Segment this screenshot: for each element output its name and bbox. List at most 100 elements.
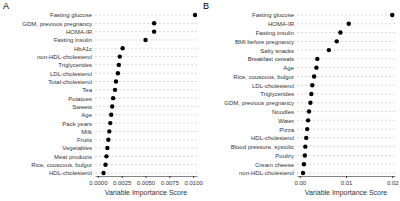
dot <box>103 162 107 166</box>
tick-label: Fasting glucose <box>252 12 295 18</box>
tick: Blood pressure, systolic <box>231 144 297 150</box>
dot <box>118 54 122 58</box>
tick-label: Rice, couscous, bulgur <box>233 74 294 80</box>
tick-label: Pack years <box>62 121 92 127</box>
grid-line <box>95 164 197 165</box>
grid-line <box>95 89 197 90</box>
tick: Potatoes <box>68 96 95 102</box>
tick: Triglycerides <box>260 91 297 97</box>
tick-label: 0.0025 <box>113 180 132 186</box>
dot <box>310 83 314 87</box>
dot <box>108 121 112 125</box>
grid-line <box>297 129 395 130</box>
tick: Rice, couscous, bulgur <box>31 162 95 168</box>
tick: Rice, couscous, bulgur <box>233 74 297 80</box>
tick-label: Pizza <box>279 127 294 133</box>
dot <box>315 57 319 61</box>
dot <box>116 71 120 75</box>
tick: Noodles <box>272 109 297 115</box>
tick-label: Tea <box>82 87 92 93</box>
tick: non-HDL-cholesterol <box>239 170 297 176</box>
tick: Fasting glucose <box>252 12 297 18</box>
dot <box>303 153 307 157</box>
tick: Vegetables <box>62 145 95 151</box>
tick: Fasting insulin <box>256 30 297 36</box>
tick: non-HDL-cholesterol <box>37 54 95 60</box>
y-axis: Fasting glucoseGDM, previous pregnancyHO… <box>22 12 95 176</box>
tick: GDM, previous pregnancy <box>224 100 297 106</box>
dot <box>117 63 121 67</box>
dot <box>152 29 156 33</box>
x-axis: 0.00000.00250.00500.00750.0100 <box>89 176 203 186</box>
dot <box>107 129 111 133</box>
tick-label: Fasting insulin <box>54 37 92 43</box>
dot <box>307 109 311 113</box>
grid-line <box>95 23 197 24</box>
tick: GDM, previous pregnancy <box>22 21 95 27</box>
dot <box>309 92 313 96</box>
tick-label: 0.00 <box>294 180 306 186</box>
tick-mark <box>300 176 301 178</box>
dot <box>335 39 339 43</box>
grid-line <box>297 50 395 51</box>
tick: HDL-cholesterol <box>49 170 95 176</box>
grid-line <box>297 76 395 77</box>
grid-line <box>95 64 197 65</box>
grid-line <box>297 146 395 147</box>
dot <box>390 13 394 17</box>
tick-label: Meat products <box>54 154 92 160</box>
tick-label: Triglycerides <box>58 62 92 68</box>
tick: Salty snacks <box>260 48 297 54</box>
tick-label: Milk <box>81 129 93 135</box>
tick: 0.01 <box>341 176 353 186</box>
tick: 0.0050 <box>137 176 156 186</box>
tick-label: GDM, previous pregnancy <box>22 21 92 27</box>
panel-title: A <box>3 1 9 11</box>
tick-label: Salty snacks <box>260 48 294 54</box>
tick: Milk <box>81 129 95 135</box>
tick-label: Potatoes <box>68 96 92 102</box>
tick: Tea <box>82 87 95 93</box>
tick-label: BMI before pregnancy <box>235 39 294 45</box>
tick-label: Rice, couscous, bulgur <box>31 162 92 168</box>
tick-mark <box>146 176 147 178</box>
tick: Breakfast cereals <box>248 56 297 62</box>
tick: LDL-cholesterol <box>252 83 297 89</box>
tick: 0.0025 <box>113 176 132 186</box>
panel-title: B <box>203 1 209 11</box>
tick: HOMA-IR <box>268 21 297 27</box>
tick: HOMA-IR <box>66 29 95 35</box>
grid-line <box>95 73 197 74</box>
dot <box>114 79 118 83</box>
tick: LDL-cholesterol <box>50 71 95 77</box>
dot <box>338 30 342 34</box>
tick: Pack years <box>62 121 95 127</box>
dot <box>303 144 307 148</box>
dot <box>305 127 309 131</box>
tick-label: Cream cheese <box>255 162 295 168</box>
tick: HDL-cholesterol <box>251 135 297 141</box>
tick-label: non-HDL-cholesterol <box>239 170 294 176</box>
grid-line <box>297 137 395 138</box>
axis-title: Variable Importance Score <box>105 189 187 197</box>
tick-label: Poultry <box>275 153 294 159</box>
tick-label: Fasting insulin <box>256 30 294 36</box>
tick: Total-cholesterol <box>48 79 95 85</box>
tick-label: Blood pressure, systolic <box>231 144 294 150</box>
tick-label: Age <box>81 112 92 118</box>
dot <box>109 113 113 117</box>
tick-label: LDL-cholesterol <box>252 83 294 89</box>
tick-label: Total-cholesterol <box>48 79 92 85</box>
grid-line <box>95 156 197 157</box>
tick: Fasting insulin <box>54 37 95 43</box>
x-axis: 0.00 0.01 0.02 <box>294 176 399 186</box>
marks <box>101 13 197 175</box>
grid-line <box>297 155 395 156</box>
tick: Age <box>81 112 95 118</box>
tick-mark <box>193 176 194 178</box>
grid-line <box>95 173 197 174</box>
tick-label: 0.02 <box>387 180 399 186</box>
tick-label: Breakfast cereals <box>248 56 294 62</box>
tick-label: HDL-cholesterol <box>251 135 294 141</box>
grid-line <box>95 81 197 82</box>
